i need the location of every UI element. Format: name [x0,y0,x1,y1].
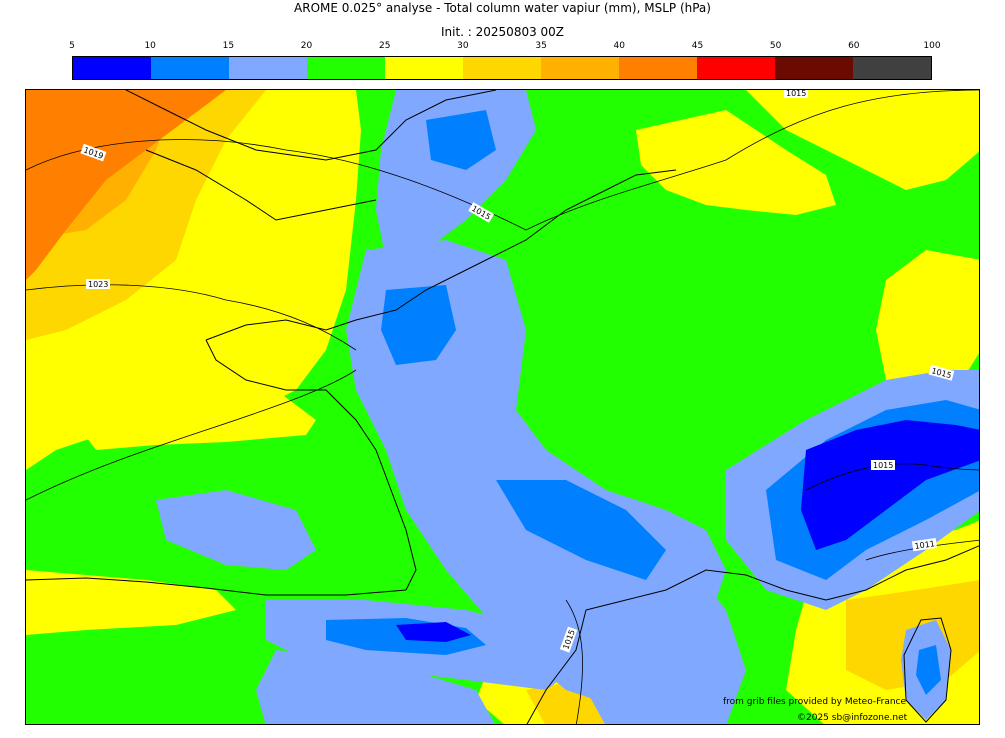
coastlines [26,90,979,724]
colorbar-tick-label: 35 [535,41,547,51]
isobar-label: 1015 [786,90,806,98]
colorbar-tick-label: 5 [69,41,75,51]
isobar-line [26,369,357,501]
atlantic-orange [26,90,226,280]
channel-lightblue [376,90,536,260]
colorbar-segment [541,57,619,79]
colorbar-segment [463,57,541,79]
centre-blue [381,285,456,365]
italy-coast [825,545,979,601]
normandy-blue [426,110,496,170]
colorbar-tick-label: 60 [848,41,860,51]
vapour-orange-zones [26,90,226,280]
colorbar-segment [697,57,775,79]
map-canvas: 1019 1015 1023 1015 1015 1015 [26,90,979,724]
northsea-yellow [746,90,979,190]
alps-deepblue [801,420,979,550]
brittany-west [205,339,377,451]
data-source-credit: from grib files provided by Meteo-France [723,697,907,707]
colorbar-segment [619,57,697,79]
corsica-blue [916,645,941,695]
massif-blue [496,480,666,580]
isobar-line [565,599,583,724]
init-time: Init. : 20250803 00Z [440,25,565,39]
colorbar-tick-label: 15 [222,41,235,51]
colorbar-segment [307,57,385,79]
colorbar-tick-label: 10 [144,41,156,51]
vapour-deepblue-zones [396,420,979,642]
isobar-label: 1023 [88,280,108,289]
colorbar-segment [73,57,151,79]
isobar-label-box: 1011 [911,538,938,552]
isobar-label: 1011 [914,539,935,551]
isobar-label: 1015 [873,461,893,470]
colorbar-segment [151,57,229,79]
colorbar-tick-label: 20 [300,41,313,51]
isobar-label: 1015 [470,204,492,222]
colorbar-tick-label: 25 [378,41,391,51]
colorbar-segment [853,57,931,79]
spain-north-coast [26,577,407,596]
colorbar-tick-label: 100 [923,41,941,51]
colorbar-tick-label: 50 [769,41,782,51]
cornwall-coast [145,149,377,221]
chart-title: AROME 0.025° analyse - Total column wate… [294,1,711,15]
colorbar-segment [229,57,307,79]
spain-yellow [26,570,236,635]
colorbar-tick-label: 40 [613,41,625,51]
colorbar-ticks: 5 10 15 20 25 30 35 40 45 50 60 100 [69,41,940,53]
map-panel[interactable]: 1019 1015 1023 1015 1015 1015 [25,89,980,725]
brittany-coast [205,279,447,341]
isobar-label-box: 1023 [86,279,110,289]
colorbar-segment [385,57,463,79]
benelux-yellow [636,110,836,215]
copyright-credit: ©2025 sb@infozone.net [797,713,908,723]
catalonia-coast [526,609,587,724]
isobar-label-box: 1015 [871,460,895,470]
isobar-line [26,90,979,231]
rhone-lightblue [586,560,746,724]
france-north-coast [445,169,677,281]
spain-lightblue [256,650,495,724]
colorbar-tick-label: 30 [457,41,469,51]
pyrenees-deepblue [396,622,471,642]
rhine-yellow [876,250,979,400]
atlantic-coast [375,449,417,591]
isobar-label-box: 1015 [784,90,808,98]
isobar-line [805,463,979,491]
isobar-label-box: 1015 [468,202,495,223]
corsica-coast [903,617,952,723]
colorbar-segment [775,57,853,79]
colorbar-tick-label: 45 [691,41,704,51]
britain-coast [125,90,497,161]
colorbar [72,56,932,80]
aquitaine-lightblue [156,490,316,570]
biscay-yellow [66,385,316,450]
med-coast [585,569,827,611]
